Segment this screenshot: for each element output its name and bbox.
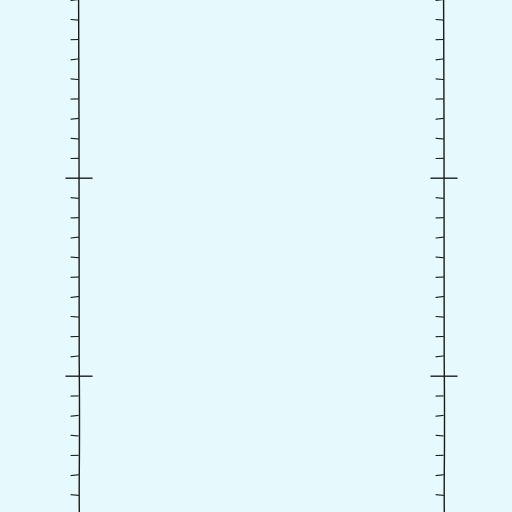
minor-tick bbox=[70, 315, 79, 318]
minor-tick bbox=[435, 58, 444, 61]
minor-tick bbox=[435, 494, 444, 496]
minor-tick bbox=[70, 296, 79, 298]
minor-tick bbox=[435, 78, 444, 81]
minor-tick bbox=[435, 355, 444, 358]
minor-tick bbox=[70, 18, 79, 21]
minor-tick bbox=[435, 18, 444, 21]
minor-tick bbox=[435, 474, 444, 477]
minor-tick bbox=[435, 256, 444, 259]
minor-tick bbox=[435, 236, 444, 239]
minor-tick bbox=[70, 117, 79, 120]
minor-tick bbox=[70, 414, 79, 417]
ruler-line bbox=[77, 0, 81, 512]
minor-tick bbox=[435, 414, 444, 417]
minor-tick bbox=[435, 137, 444, 140]
minor-tick bbox=[70, 197, 79, 199]
minor-tick bbox=[435, 315, 444, 318]
right-ruler bbox=[430, 0, 458, 512]
minor-tick bbox=[435, 296, 444, 298]
minor-tick bbox=[70, 137, 79, 140]
minor-tick bbox=[70, 434, 79, 437]
minor-tick bbox=[70, 355, 79, 358]
minor-tick bbox=[435, 117, 444, 120]
minor-tick bbox=[70, 58, 79, 61]
left-ruler bbox=[65, 0, 93, 512]
minor-tick bbox=[70, 474, 79, 477]
minor-tick bbox=[70, 256, 79, 259]
minor-tick bbox=[435, 434, 444, 437]
minor-tick bbox=[70, 494, 79, 496]
ruler-line bbox=[442, 0, 446, 512]
minor-tick bbox=[435, 197, 444, 199]
minor-tick bbox=[70, 236, 79, 239]
minor-tick bbox=[70, 78, 79, 81]
